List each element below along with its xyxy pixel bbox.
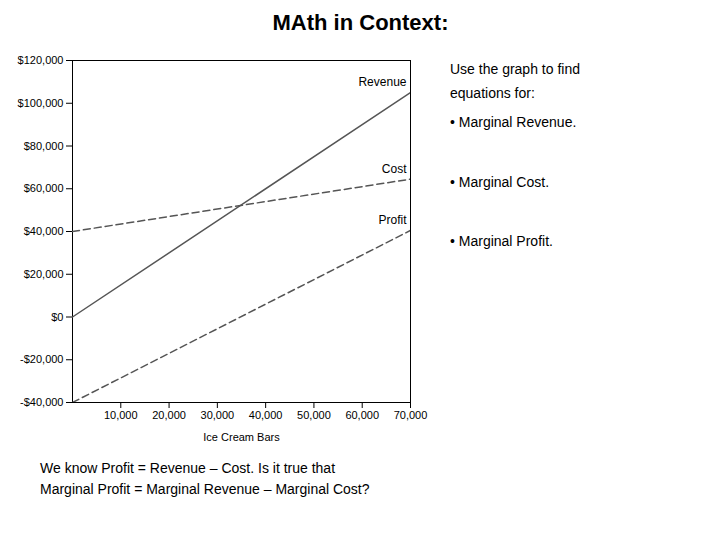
svg-text:$80,000: $80,000 xyxy=(24,140,64,152)
svg-text:$0: $0 xyxy=(51,311,63,323)
html-text:MAth in Context:: MAth in Context: xyxy=(272,10,449,35)
html-text:Marginal Profit = Marginal Rev: Marginal Profit = Marginal Revenue – Mar… xyxy=(40,481,370,497)
svg-text:10,000: 10,000 xyxy=(104,409,138,421)
svg-text:$20,000: $20,000 xyxy=(24,268,64,280)
html-text:Use the graph to find: Use the graph to find xyxy=(450,61,580,77)
svg-text:$40,000: $40,000 xyxy=(24,225,64,237)
svg-text:Cost: Cost xyxy=(382,162,407,176)
html-text:We know Profit = Revenue – Cos: We know Profit = Revenue – Cost. Is it t… xyxy=(40,460,335,476)
svg-text:50,000: 50,000 xyxy=(297,409,331,421)
svg-text:$120,000: $120,000 xyxy=(18,54,64,66)
svg-text:40,000: 40,000 xyxy=(249,409,283,421)
svg-text:-$20,000: -$20,000 xyxy=(20,353,63,365)
svg-text:$100,000: $100,000 xyxy=(18,97,64,109)
html-text:• Marginal Cost.: • Marginal Cost. xyxy=(450,173,549,190)
html-text:• Marginal Revenue.: • Marginal Revenue. xyxy=(450,114,577,131)
html-text:equations for:: equations for: xyxy=(450,84,535,101)
svg-text:Profit: Profit xyxy=(378,213,407,227)
html-text:• Marginal Profit.: • Marginal Profit. xyxy=(450,233,553,250)
svg-text:60,000: 60,000 xyxy=(345,409,379,421)
svg-text:-$40,000: -$40,000 xyxy=(20,396,63,408)
svg-text:Revenue: Revenue xyxy=(358,75,406,89)
svg-text:$60,000: $60,000 xyxy=(24,182,64,194)
svg-text:30,000: 30,000 xyxy=(201,409,235,421)
svg-text:70,000: 70,000 xyxy=(394,409,428,421)
svg-text:Ice Cream Bars: Ice Cream Bars xyxy=(203,431,280,443)
svg-text:20,000: 20,000 xyxy=(152,409,186,421)
